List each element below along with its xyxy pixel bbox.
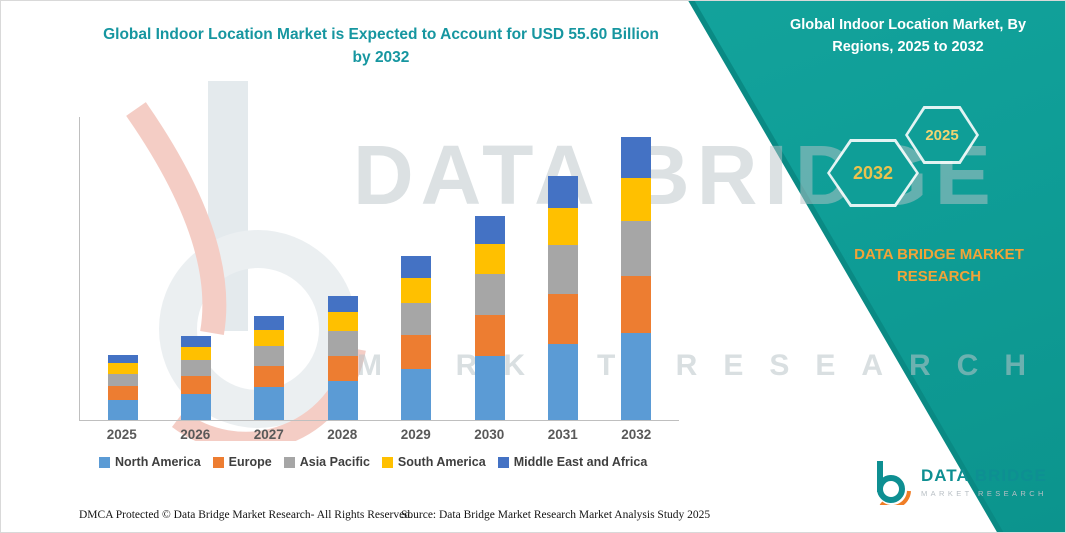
bar-segment-2026-middle-east-and-africa	[181, 335, 212, 348]
axis-label-2026: 2026	[180, 427, 211, 442]
legend-swatch-europe	[212, 456, 224, 468]
bar-segment-2027-europe	[254, 366, 285, 388]
watermark-text-line2: MARKET RESEARCH	[357, 349, 1053, 382]
bar-segment-2027-asia-pacific	[254, 345, 285, 367]
chart-title-line1: Global Indoor Location Market is Expecte…	[103, 26, 659, 43]
logo-name: DATA BRIDGE	[921, 466, 1047, 485]
bar-2027	[233, 315, 306, 420]
bar-segment-2028-asia-pacific	[327, 331, 358, 356]
bar-segment-2029-south-america	[401, 278, 432, 303]
legend-item-north-america: North America	[99, 455, 201, 469]
bar-segment-2031-south-america	[547, 208, 578, 246]
badge-2032: 2032	[827, 139, 919, 207]
legend-label-europe: Europe	[228, 455, 272, 469]
bar-segment-2030-asia-pacific	[474, 274, 505, 315]
badge-2025-label: 2025	[925, 126, 959, 144]
banner-title-line1: Global Indoor Location Market, By	[789, 17, 1027, 33]
bar-segment-2029-north-america	[401, 369, 432, 420]
hexagon-icon: 2025	[905, 106, 979, 164]
bar-segment-2025-south-america	[107, 363, 138, 374]
bar-segment-2029-asia-pacific	[401, 302, 432, 336]
badge-2025: 2025	[905, 106, 979, 164]
bar-segment-2030-north-america	[474, 356, 505, 420]
chart-title-line2: by 2032	[352, 49, 410, 67]
brand-text-line1: DATA BRIDGE MARKET	[854, 246, 1024, 263]
plot-area	[79, 117, 679, 421]
bar-segment-2032-europe	[621, 276, 652, 334]
bar-segment-2027-middle-east-and-africa	[254, 315, 285, 330]
bar-segment-2025-europe	[107, 386, 138, 400]
axis-label-2027: 2027	[253, 427, 284, 442]
axis-label-2030: 2030	[474, 427, 505, 442]
bar-segment-2027-south-america	[254, 329, 285, 346]
stacked-bar-chart: 2025 2026 2027 2028 2029 2030 2031 2032 North A…	[79, 117, 679, 469]
badge-2032-label: 2032	[852, 162, 894, 183]
axis-label-2025: 2025	[106, 427, 137, 442]
logo-b-icon	[877, 461, 911, 505]
chart-legend: North America Europe Asia Pacific South Ame…	[79, 455, 679, 469]
banner-title-line2: Regions, 2025 to 2032	[832, 38, 984, 55]
axis-label-2031: 2031	[547, 427, 578, 442]
chart-title: Global Indoor Location Market is Expecte…	[59, 23, 703, 70]
bar-segment-2030-europe	[474, 314, 505, 357]
footer-source-text: Source: Data Bridge Market Research Mark…	[401, 509, 711, 521]
legend-swatch-asia-pacific	[283, 456, 295, 468]
bar-segment-2031-asia-pacific	[547, 245, 578, 294]
bar-segment-2031-north-america	[547, 343, 578, 420]
bar-segment-2027-north-america	[254, 387, 285, 420]
legend-swatch-south-america	[381, 456, 393, 468]
legend-item-europe: Europe	[212, 455, 272, 469]
bar-segment-2029-europe	[401, 335, 432, 369]
bar-segment-2031-middle-east-and-africa	[547, 176, 578, 209]
bar-segment-2029-middle-east-and-africa	[401, 255, 432, 279]
legend-item-south-america: South America	[381, 455, 486, 469]
bar-2025	[86, 355, 159, 420]
legend-item-middle-east-and-africa: Middle East and Africa	[497, 455, 648, 469]
legend-label-south-america: South America	[397, 455, 486, 469]
bar-segment-2032-asia-pacific	[621, 220, 652, 277]
axis-label-2029: 2029	[400, 427, 431, 442]
bar-2028	[306, 295, 379, 420]
axis-label-2028: 2028	[327, 427, 358, 442]
legend-item-asia-pacific: Asia Pacific	[283, 455, 370, 469]
bar-2032	[600, 136, 673, 420]
bar-segment-2025-middle-east-and-africa	[107, 355, 138, 364]
bar-segment-2032-south-america	[621, 178, 652, 221]
brand-text: DATA BRIDGE MARKET RESEARCH	[839, 244, 1039, 288]
bar-segment-2028-europe	[327, 355, 358, 382]
legend-label-middle-east-and-africa: Middle East and Africa	[513, 455, 648, 469]
bar-segment-2028-north-america	[327, 381, 358, 420]
bar-2031	[526, 176, 599, 420]
legend-swatch-middle-east-and-africa	[497, 456, 509, 468]
legend-label-asia-pacific: Asia Pacific	[299, 455, 370, 469]
bar-segment-2030-middle-east-and-africa	[474, 216, 505, 244]
databridge-logo: DATA BRIDGE MARKET RESEARCH	[873, 459, 1047, 505]
bar-segment-2028-middle-east-and-africa	[327, 295, 358, 313]
banner-title: Global Indoor Location Market, By Region…	[763, 15, 1053, 59]
bar-segment-2032-middle-east-and-africa	[621, 136, 652, 179]
bar-segment-2028-south-america	[327, 312, 358, 332]
bar-2029	[380, 255, 453, 420]
brand-text-line2: RESEARCH	[896, 267, 982, 285]
x-axis-labels: 2025 2026 2027 2028 2029 2030 2031 2032	[79, 421, 679, 442]
bar-2026	[159, 335, 232, 420]
legend-swatch-north-america	[99, 456, 110, 468]
logo-tagline: MARKET RESEARCH	[921, 489, 1047, 498]
bar-segment-2026-asia-pacific	[181, 359, 212, 377]
bar-segment-2025-asia-pacific	[107, 373, 138, 387]
bar-segment-2026-south-america	[181, 347, 212, 360]
bar-segment-2032-north-america	[621, 333, 652, 420]
legend-label-north-america: North America	[115, 455, 201, 469]
bar-segment-2030-south-america	[474, 243, 505, 275]
bar-segment-2025-north-america	[107, 399, 138, 420]
footer-dmca-text: DMCA Protected © Data Bridge Market Rese…	[79, 509, 413, 521]
bar-2030	[453, 216, 526, 420]
bar-segment-2031-europe	[547, 293, 578, 344]
bar-segment-2026-north-america	[181, 393, 212, 420]
bar-segment-2026-europe	[181, 376, 212, 394]
axis-label-2032: 2032	[621, 427, 652, 442]
